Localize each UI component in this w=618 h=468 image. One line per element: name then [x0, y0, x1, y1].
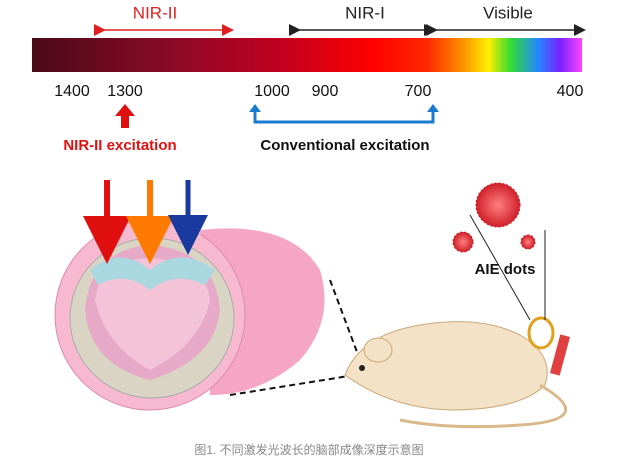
aie-dot: [520, 234, 536, 250]
aie-dot: [475, 182, 521, 228]
band-label: Visible: [483, 3, 533, 22]
ventricle: [90, 257, 215, 290]
blue-bracket: [253, 108, 435, 124]
mouse-body: [344, 321, 548, 411]
band-label: NIR-I: [345, 3, 385, 22]
probe-lines: [469, 214, 546, 321]
probe-ring: [527, 316, 555, 350]
tick-label: 700: [405, 83, 432, 100]
caption: 图1. 不同激发光波长的脑部成像深度示意图: [194, 442, 423, 457]
tick-label: 400: [557, 83, 584, 100]
syringe: [549, 334, 571, 376]
excitation-label: NIR-II excitation: [63, 137, 176, 154]
brain-inner: [95, 258, 210, 370]
tick-label: 1000: [254, 83, 290, 100]
tick-label: 1400: [54, 83, 90, 100]
excitation-label: Conventional excitation: [260, 137, 429, 154]
mouse-eye: [359, 365, 365, 371]
probe-label: AIE dots: [475, 261, 536, 278]
mouse-ear: [363, 337, 393, 363]
blue-arrowheads: [249, 104, 439, 112]
aie-dot: [452, 231, 474, 253]
spectrum-bar: [32, 38, 582, 72]
tick-label: 1300: [107, 83, 143, 100]
red-arrow: [115, 104, 135, 128]
tick-label: 900: [312, 83, 339, 100]
mouse-tail: [399, 383, 568, 429]
zoom-lines: [229, 279, 361, 396]
band-label: NIR-II: [133, 3, 177, 22]
